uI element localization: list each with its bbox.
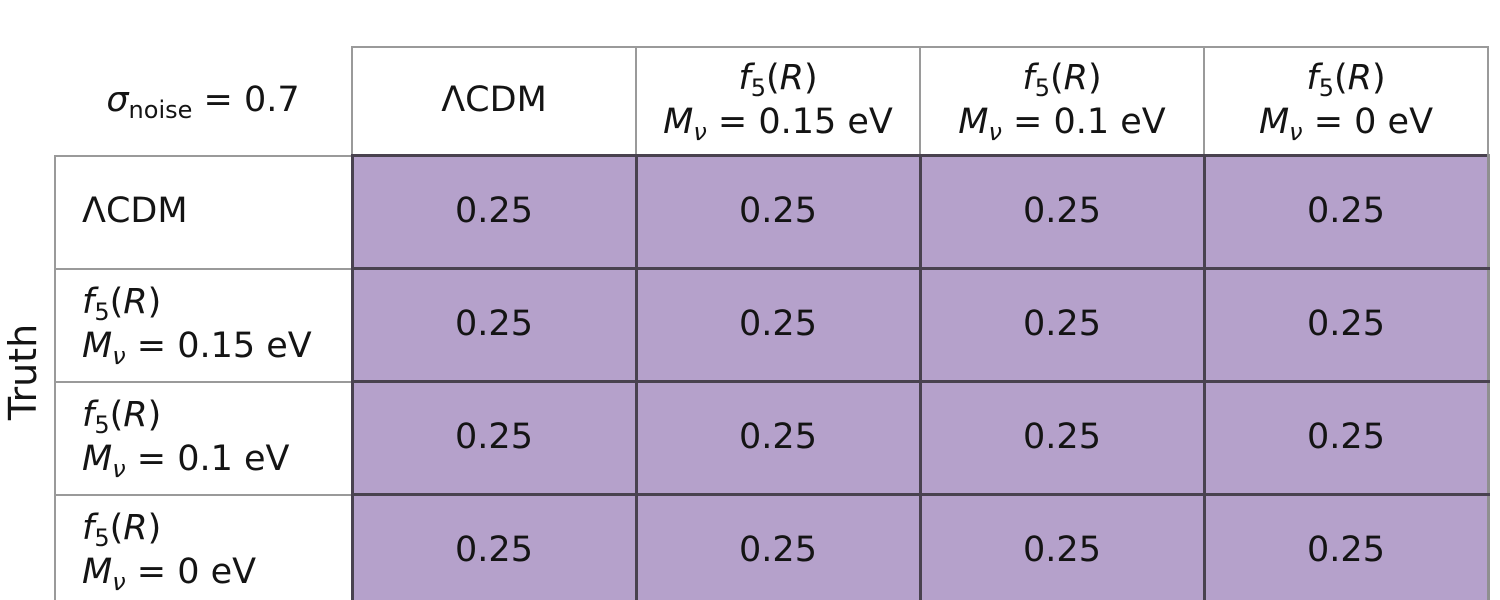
- table-row-f5r-mnu-01: f5(R) Mν = 0.1 eV 0.25 0.25 0.25 0.25: [54, 380, 1490, 496]
- col-header-f5r-mnu-0: f5(R) Mν = 0 eV: [1203, 46, 1489, 157]
- col-header-f5r-mnu-01: f5(R) Mν = 0.1 eV: [919, 46, 1205, 157]
- matrix-cell: 0.25: [918, 267, 1206, 383]
- col-header-lcdm: ΛCDM: [351, 46, 637, 157]
- row-header-f5r-mnu-015: f5(R) Mν = 0.15 eV: [54, 267, 353, 383]
- matrix-cell: 0.25: [350, 380, 638, 496]
- matrix-cell: 0.25: [1202, 380, 1490, 496]
- model-line2: Mν = 0 eV: [1258, 102, 1434, 146]
- header-row: σnoise = 0.7 ΛCDM f5(R) Mν = 0.15 eV f5(…: [55, 46, 1489, 157]
- sigma-value: = 0.7: [192, 79, 300, 120]
- model-line1: f5(R): [82, 508, 162, 553]
- corner-cell: σnoise = 0.7: [55, 47, 352, 156]
- model-line1: f5(R): [738, 58, 818, 103]
- matrix-cell: 0.25: [918, 380, 1206, 496]
- row-axis-label-container: Truth: [0, 152, 46, 592]
- model-line2: Mν = 0 eV: [82, 552, 257, 596]
- confusion-matrix-table: σnoise = 0.7 ΛCDM f5(R) Mν = 0.15 eV f5(…: [54, 46, 1490, 600]
- col-header-label: ΛCDM: [441, 80, 547, 121]
- sigma-symbol: σ: [106, 79, 129, 120]
- matrix-cell: 0.25: [634, 154, 922, 270]
- sigma-noise-label: σnoise = 0.7: [106, 79, 300, 122]
- matrix-cell: 0.25: [634, 267, 922, 383]
- row-axis-label: Truth: [1, 323, 46, 421]
- matrix-cell: 0.25: [918, 493, 1206, 600]
- matrix-cell: 0.25: [918, 154, 1206, 270]
- matrix-cell: 0.25: [350, 154, 638, 270]
- model-line1: f5(R): [1022, 58, 1102, 103]
- matrix-cell: 0.25: [350, 493, 638, 600]
- matrix-cell: 0.25: [1202, 154, 1490, 270]
- col-header-f5r-mnu-015: f5(R) Mν = 0.15 eV: [635, 46, 921, 157]
- matrix-cell: 0.25: [634, 380, 922, 496]
- matrix-cell: 0.25: [350, 267, 638, 383]
- row-header-lcdm: ΛCDM: [54, 154, 353, 270]
- row-header-label: ΛCDM: [82, 191, 188, 232]
- table-row-f5r-mnu-0: f5(R) Mν = 0 eV 0.25 0.25 0.25 0.25: [54, 493, 1490, 600]
- model-line2: Mν = 0.15 eV: [663, 102, 893, 146]
- matrix-cell: 0.25: [634, 493, 922, 600]
- table-row-f5r-mnu-015: f5(R) Mν = 0.15 eV 0.25 0.25 0.25 0.25: [54, 267, 1490, 383]
- model-line1: f5(R): [82, 282, 162, 327]
- model-line1: f5(R): [82, 395, 162, 440]
- matrix-cell: 0.25: [1202, 493, 1490, 600]
- table-row-lcdm: ΛCDM 0.25 0.25 0.25 0.25: [54, 154, 1490, 270]
- matrix-cell: 0.25: [1202, 267, 1490, 383]
- model-line1: f5(R): [1306, 58, 1386, 103]
- row-header-f5r-mnu-01: f5(R) Mν = 0.1 eV: [54, 380, 353, 496]
- model-line2: Mν = 0.1 eV: [82, 439, 290, 483]
- model-line2: Mν = 0.1 eV: [958, 102, 1166, 146]
- model-line2: Mν = 0.15 eV: [82, 326, 312, 370]
- sigma-subscript: noise: [128, 95, 193, 124]
- row-header-f5r-mnu-0: f5(R) Mν = 0 eV: [54, 493, 353, 600]
